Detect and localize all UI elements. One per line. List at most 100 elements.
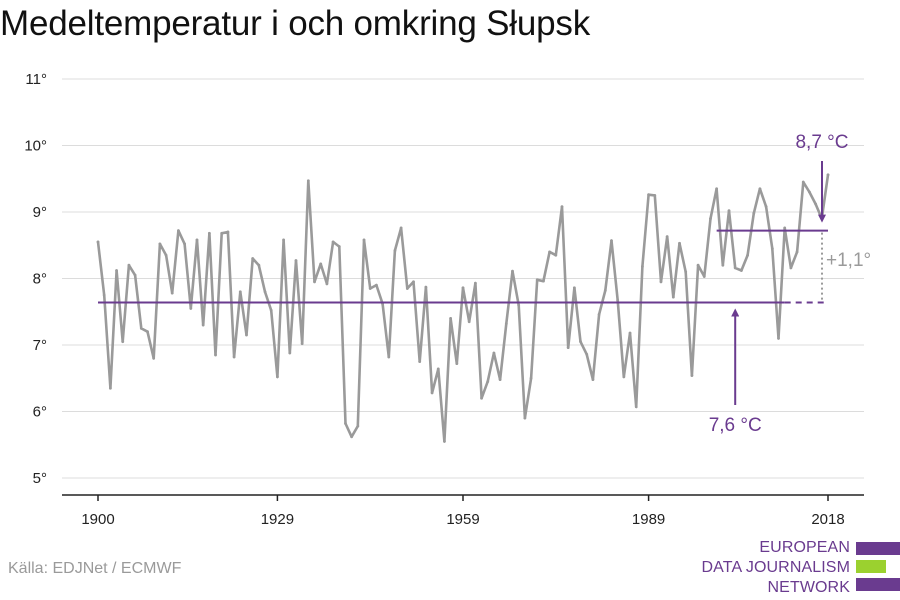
data-point	[486, 380, 490, 383]
data-point	[238, 290, 242, 294]
data-point	[319, 262, 323, 266]
data-point	[393, 249, 397, 252]
data-point	[177, 229, 180, 233]
x-tick-label: 2018	[811, 511, 844, 528]
grid-lines	[62, 78, 864, 479]
data-point	[473, 281, 477, 285]
data-point	[356, 424, 360, 428]
data-point	[257, 263, 261, 267]
data-point	[467, 320, 471, 324]
annotations: +1,1° 7,6 °C 8,7 °C	[98, 132, 871, 436]
data-point	[269, 309, 273, 312]
data-point	[430, 391, 434, 395]
y-tick-label: 11°	[25, 71, 47, 88]
data-point	[300, 342, 304, 346]
data-point	[350, 435, 354, 439]
data-point	[183, 242, 187, 246]
data-point	[115, 269, 118, 272]
data-point	[133, 273, 137, 277]
chart-title: Medeltemperatur i och omkring Słupsk	[0, 4, 591, 43]
data-point	[276, 375, 279, 379]
data-point	[560, 205, 564, 209]
data-point	[709, 217, 712, 221]
data-point	[331, 240, 335, 244]
data-point	[733, 266, 737, 270]
data-point	[108, 386, 112, 390]
data-point	[461, 286, 465, 290]
data-point	[214, 353, 217, 357]
data-point	[387, 355, 391, 359]
data-point	[641, 265, 644, 268]
data-point	[201, 323, 205, 327]
data-point	[690, 374, 694, 377]
data-point	[572, 286, 576, 290]
data-point	[399, 226, 403, 230]
baseline-label: 7,6 °C	[709, 415, 762, 436]
data-point	[535, 278, 539, 282]
data-point	[721, 263, 725, 267]
data-point	[579, 340, 582, 344]
y-tick-label: 9°	[33, 204, 47, 221]
logo-bar-bottom	[856, 578, 900, 591]
data-point	[622, 375, 626, 379]
data-point	[684, 270, 688, 274]
data-point	[814, 202, 818, 206]
data-point	[795, 250, 799, 254]
data-point	[449, 317, 453, 320]
data-point	[770, 247, 774, 250]
y-tick-label: 5°	[33, 470, 47, 487]
data-point	[523, 416, 527, 420]
data-point	[554, 253, 558, 257]
data-point	[808, 190, 811, 194]
data-point	[746, 253, 749, 257]
data-point	[597, 313, 601, 316]
data-point	[306, 179, 310, 183]
logo-line-1: EUROPEAN	[759, 539, 850, 556]
source-note: Källa: EDJNet / ECMWF	[8, 560, 182, 577]
data-point	[548, 250, 552, 254]
data-point	[325, 282, 329, 286]
logo-bar-middle	[856, 560, 886, 573]
data-point	[220, 231, 224, 235]
y-tick-label: 7°	[33, 337, 47, 354]
edjnet-logo: EUROPEAN DATA JOURNALISM NETWORK	[700, 538, 900, 600]
x-axis: 1900 1929 1959 1989 2018	[62, 494, 864, 528]
data-point	[616, 299, 620, 302]
data-point	[715, 187, 719, 191]
data-point	[634, 405, 638, 409]
logo-text: EUROPEAN DATA JOURNALISM NETWORK	[702, 538, 850, 598]
data-point	[647, 193, 650, 197]
data-point	[146, 330, 149, 334]
data-point	[492, 351, 496, 355]
data-point	[405, 287, 409, 290]
y-tick-label: 10°	[24, 138, 47, 155]
data-point	[412, 280, 415, 284]
data-point	[764, 205, 768, 209]
data-point	[127, 263, 131, 267]
data-point	[801, 180, 805, 184]
data-point	[282, 238, 285, 242]
data-point	[195, 238, 199, 242]
data-point	[344, 422, 347, 425]
data-point	[96, 240, 100, 244]
data-point	[653, 193, 657, 197]
data-point	[702, 275, 706, 278]
data-point	[566, 346, 570, 350]
data-point	[789, 266, 793, 270]
data-point	[443, 440, 446, 443]
data-point	[245, 333, 248, 337]
x-tick-label: 1989	[632, 511, 665, 528]
data-point	[665, 235, 669, 239]
data-point	[374, 283, 378, 287]
data-point	[752, 211, 756, 215]
data-point	[504, 322, 508, 326]
data-point	[758, 187, 762, 191]
data-point	[542, 279, 545, 283]
data-point	[121, 340, 125, 344]
data-point	[498, 378, 502, 381]
data-point	[263, 290, 267, 294]
data-point	[207, 231, 211, 235]
data-point	[436, 367, 440, 371]
data-point	[164, 253, 168, 257]
data-point	[226, 230, 230, 234]
